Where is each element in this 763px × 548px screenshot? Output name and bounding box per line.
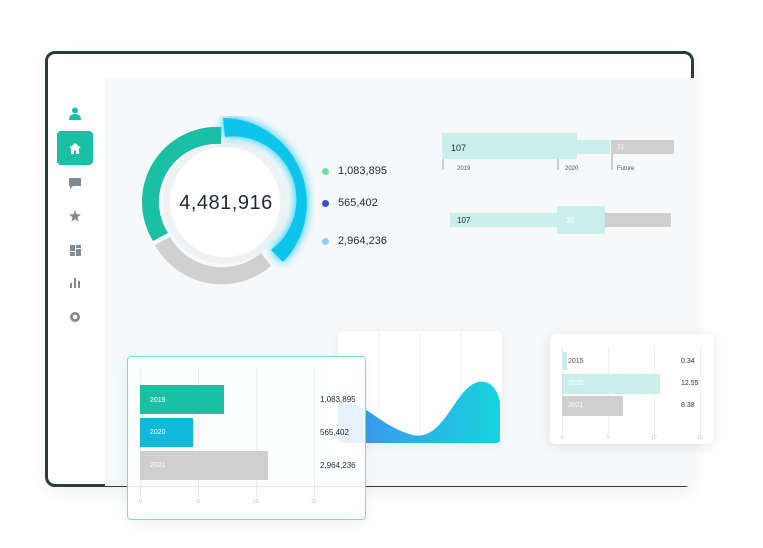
timeline-bar2-highlight	[557, 206, 605, 234]
legend-dot	[322, 167, 329, 175]
bar	[140, 418, 193, 447]
bar	[562, 396, 623, 416]
bar-value: 8.38	[681, 402, 695, 409]
bar-value: 565,402	[320, 428, 349, 437]
timeline-bar1-side-value: 72	[617, 145, 624, 151]
axis-tick: 10	[253, 499, 259, 505]
timeline-bar-main	[442, 133, 577, 159]
bar-label: 2021	[150, 462, 166, 469]
bar	[562, 374, 660, 394]
timeline-bar2	[450, 213, 558, 227]
axis-tick: 0	[139, 499, 142, 505]
sidebar-item-messages[interactable]	[57, 168, 93, 198]
axis-tick: 0	[561, 435, 564, 441]
donut-legend-item: 1,083,895	[322, 163, 387, 179]
star-icon	[69, 210, 81, 222]
timeline-bar2-grey	[605, 213, 671, 227]
sidebar-item-dashboard[interactable]	[57, 235, 93, 265]
timeline-label: 2019	[457, 166, 471, 172]
axis-tick: 5	[607, 435, 610, 441]
bar	[140, 451, 268, 480]
sidebar-item-user[interactable]	[57, 98, 93, 128]
timeline-chart: 107 72 2019 2020 Future 107 30	[442, 133, 674, 234]
bar-chart-card: 2015 0.34 2020 12.55 2021 8.38 0 5 10 15	[550, 334, 714, 444]
bar	[562, 352, 567, 370]
gridline	[314, 367, 315, 497]
area-chart	[338, 331, 500, 443]
user-icon	[69, 107, 81, 120]
sidebar-item-home[interactable]	[57, 131, 93, 165]
area-series	[338, 381, 500, 443]
timeline-label: Future	[617, 166, 635, 172]
donut-segment-grey	[155, 237, 271, 285]
legend-dot	[322, 199, 329, 207]
gridline	[256, 367, 257, 497]
glass-bar-chart-card: 2019 1,083,895 2020 565,402 2021 2,964,2…	[127, 356, 366, 520]
timeline-bar-future	[611, 140, 674, 154]
sidebar-item-analytics[interactable]	[57, 268, 93, 298]
bar	[140, 385, 224, 414]
bar-value: 1,083,895	[320, 395, 356, 404]
timeline-bar2-mid-value: 30	[566, 216, 575, 225]
sidebar-item-favorites[interactable]	[57, 201, 93, 231]
dashboard-icon	[69, 244, 81, 256]
axis-tick: 5	[197, 499, 200, 505]
legend-value: 2,964,236	[338, 235, 387, 247]
home-icon	[69, 142, 81, 154]
bar-value: 12.55	[681, 380, 699, 387]
axis-tick: 15	[311, 499, 317, 505]
donut-center	[170, 147, 280, 257]
timeline-bar-connector	[577, 140, 610, 154]
donut-segment-cyan	[223, 118, 307, 262]
sidebar-item-settings[interactable]	[57, 302, 93, 332]
donut-chart	[141, 118, 307, 285]
timeline-bar1-value: 107	[451, 143, 466, 153]
bar-label: 2019	[150, 397, 166, 404]
legend-value: 565,402	[338, 197, 378, 209]
donut-segment-green	[141, 126, 222, 241]
bar-value: 2,964,236	[320, 461, 356, 470]
bar-label: 2015	[568, 358, 584, 365]
donut-legend-item: 2,964,236	[322, 233, 387, 249]
donut-total: 4,481,916	[179, 192, 273, 214]
bar-label: 2020	[568, 380, 584, 387]
axis-tick: 15	[697, 435, 703, 441]
bar-value: 0.34	[681, 358, 695, 365]
bar-chart-icon	[69, 278, 80, 288]
gridline	[198, 367, 199, 497]
timeline-bar2-value: 107	[457, 216, 471, 225]
legend-dot	[322, 237, 329, 245]
bar-label: 2021	[568, 402, 584, 409]
axis-tick: 10	[651, 435, 657, 441]
bar-label: 2020	[150, 429, 166, 436]
legend-value: 1,083,895	[338, 165, 387, 177]
donut-legend-item: 565,402	[322, 195, 378, 211]
timeline-label: 2020	[565, 166, 579, 172]
settings-icon	[70, 312, 80, 322]
message-icon	[69, 177, 81, 189]
gridline	[700, 346, 701, 434]
